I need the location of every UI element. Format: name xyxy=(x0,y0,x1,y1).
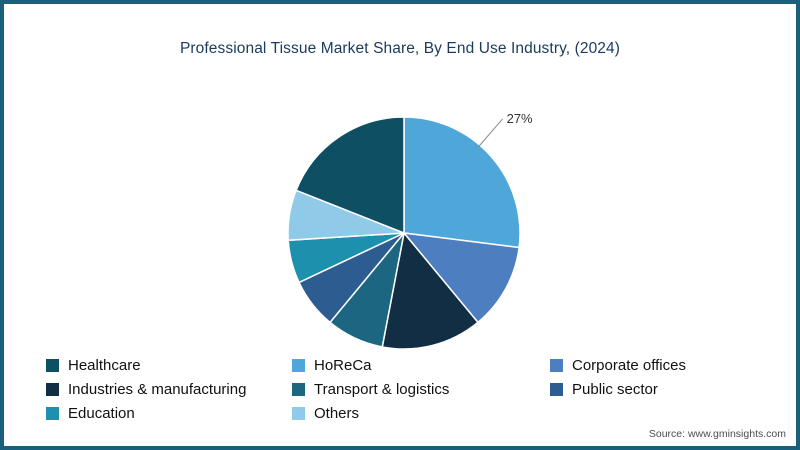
legend-label: Education xyxy=(68,404,135,422)
legend-label: Others xyxy=(314,404,360,422)
pie-slice-horeca xyxy=(403,116,521,249)
source-text: Source: www.gminsights.com xyxy=(648,428,786,440)
callout-line xyxy=(477,118,503,148)
legend-item-industries-manufacturing: Industries & manufacturing xyxy=(46,380,292,398)
pie-chart: 27% xyxy=(287,111,533,350)
legend: Healthcare HoReCa Corporate offices Industr… xyxy=(46,356,776,422)
pie-slice-healthcare xyxy=(295,116,405,235)
legend-swatch-public-sector xyxy=(550,382,563,396)
legend-label: Healthcare xyxy=(68,356,141,374)
legend-label: Transport & logistics xyxy=(314,380,450,398)
legend-swatch-transport-logistics xyxy=(292,382,305,396)
pie-slice-corporate-offices xyxy=(402,232,520,324)
legend-swatch-corporate-offices xyxy=(550,358,563,372)
legend-swatch-healthcare xyxy=(46,358,59,372)
legend-swatch-horeca xyxy=(292,358,305,372)
legend-swatch-industries-manufacturing xyxy=(46,382,59,396)
legend-label: Public sector xyxy=(572,380,658,398)
callout-label: 27% xyxy=(507,111,533,126)
legend-item-corporate-offices: Corporate offices xyxy=(550,356,776,374)
legend-item-others: Others xyxy=(292,404,550,422)
pie-slice-industries-manufacturing xyxy=(381,231,479,350)
legend-item-horeca: HoReCa xyxy=(292,356,550,374)
legend-label: Corporate offices xyxy=(572,356,686,374)
legend-item-education: Education xyxy=(46,404,292,422)
legend-swatch-education xyxy=(46,406,59,420)
chart-title: Professional Tissue Market Share, By End… xyxy=(179,40,620,57)
legend-item-transport-logistics: Transport & logistics xyxy=(292,380,550,398)
legend-label: Industries & manufacturing xyxy=(68,380,247,398)
legend-label: HoReCa xyxy=(314,356,372,374)
legend-item-healthcare: Healthcare xyxy=(46,356,292,374)
legend-swatch-others xyxy=(292,406,305,420)
legend-item-public-sector: Public sector xyxy=(550,380,776,398)
